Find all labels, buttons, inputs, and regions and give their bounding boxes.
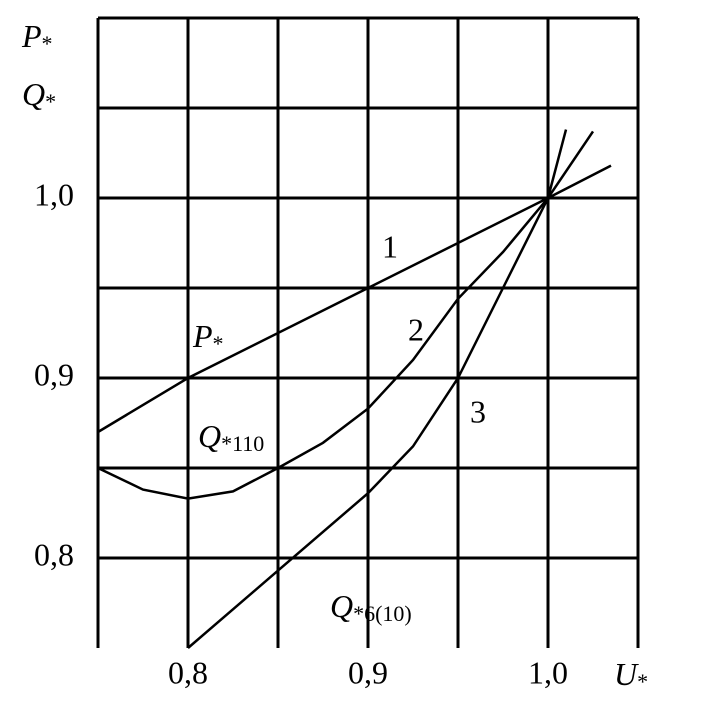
curve-number: 1 <box>382 228 398 264</box>
y-tick-label: 1,0 <box>34 176 74 212</box>
y-tick-label: 0,8 <box>34 536 74 572</box>
x-tick-label: 0,9 <box>348 654 388 690</box>
y-axis-label-sub: * <box>45 89 56 114</box>
x-tick-label: 1,0 <box>528 654 568 690</box>
curve-number: 2 <box>408 311 424 347</box>
curve-name: Q*6(10) <box>330 588 412 626</box>
curve-name-main: Q <box>198 418 221 454</box>
x-tick-label: 0,8 <box>168 654 208 690</box>
y-axis-label-main: P <box>21 18 42 54</box>
curve-name-sub: *110 <box>221 431 264 456</box>
x-axis-label-sub: * <box>637 669 648 694</box>
y-axis-label: Q* <box>22 76 56 114</box>
curve-name-main: Q <box>330 588 353 624</box>
y-axis-label: P* <box>21 18 53 56</box>
curve <box>187 129 568 649</box>
curve-name-sub: * <box>213 331 224 356</box>
curve-name: P* <box>192 318 224 356</box>
curve <box>97 164 612 434</box>
curve-number: 3 <box>470 393 486 429</box>
curve-name-sub: *6(10) <box>353 601 412 626</box>
y-axis-label-sub: * <box>42 31 53 56</box>
curve-name-main: P <box>192 318 213 354</box>
x-axis-label: U* <box>614 656 648 694</box>
x-axis-label-main: U <box>614 656 639 692</box>
y-axis-label-main: Q <box>22 76 45 112</box>
y-tick-label: 0,9 <box>34 356 74 392</box>
curve <box>97 130 595 500</box>
curve-name: Q*110 <box>198 418 264 456</box>
